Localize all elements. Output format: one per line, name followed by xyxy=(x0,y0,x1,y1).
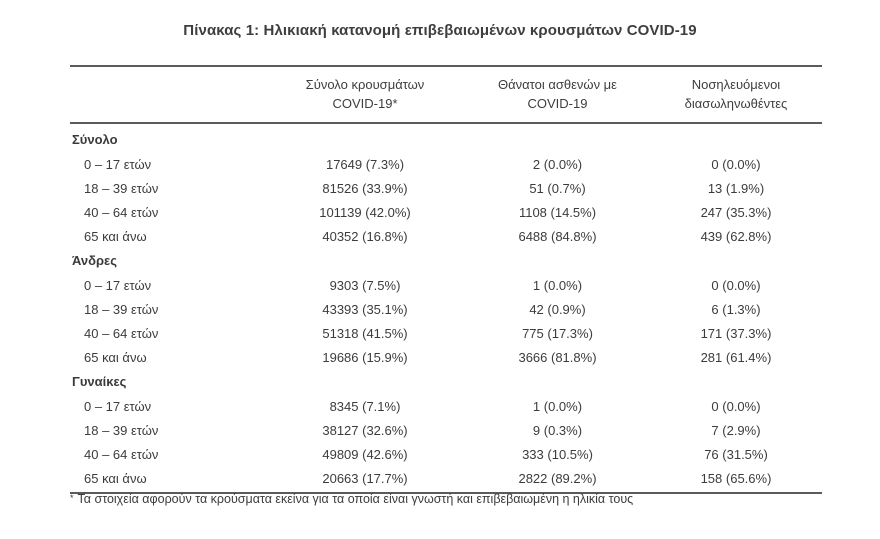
deaths-cell: 1108 (14.5%) xyxy=(518,204,597,220)
cases-cell: 8345 (7.1%) xyxy=(329,398,401,414)
table-row: 65 και άνω 19686 (15.9%) 3666 (81.8%) 28… xyxy=(70,345,822,369)
row-label: 0 – 17 ετών xyxy=(84,156,152,172)
table-row: 18 – 39 ετών 81526 (33.9%) 51 (0.7%) 13 … xyxy=(70,176,822,200)
deaths-cell: 2822 (89.2%) xyxy=(518,470,597,486)
table-footnote: * Τα στοιχεία αφορούν τα κρούσματα εκείνα… xyxy=(70,491,830,508)
intubated-cell: 158 (65.6%) xyxy=(700,470,772,486)
deaths-cell: 3666 (81.8%) xyxy=(518,349,597,365)
table-row: 65 και άνω 40352 (16.8%) 6488 (84.8%) 43… xyxy=(70,224,822,248)
table-header-row: Σύνολο κρουσμάτων COVID-19* Θάνατοι ασθε… xyxy=(70,65,822,124)
cases-cell: 9303 (7.5%) xyxy=(329,277,401,293)
cases-cell: 40352 (16.8%) xyxy=(322,228,408,244)
deaths-cell: 1 (0.0%) xyxy=(532,277,583,293)
row-label: 65 και άνω xyxy=(84,470,147,486)
section-label-women: Γυναίκες xyxy=(72,374,127,389)
cases-cell: 51318 (41.5%) xyxy=(322,325,408,341)
table-title: Πίνακας 1: Ηλικιακή κατανομή επιβεβαιωμέ… xyxy=(183,22,697,39)
header-deaths: Θάνατοι ασθενών με COVID-19 xyxy=(465,75,650,113)
intubated-cell: 6 (1.3%) xyxy=(711,301,761,317)
row-label: 65 και άνω xyxy=(84,349,147,365)
header-total-cases: Σύνολο κρουσμάτων COVID-19* xyxy=(265,75,465,113)
intubated-cell: 171 (37.3%) xyxy=(700,325,772,341)
cases-cell: 38127 (32.6%) xyxy=(322,422,408,438)
row-label: 18 – 39 ετών xyxy=(84,180,159,196)
row-label: 0 – 17 ετών xyxy=(84,398,152,414)
table-row: 18 – 39 ετών 38127 (32.6%) 9 (0.3%) 7 (2… xyxy=(70,418,822,442)
footnote-asterisk: * xyxy=(70,493,74,503)
cases-cell: 20663 (17.7%) xyxy=(322,470,408,486)
intubated-cell: 247 (35.3%) xyxy=(700,204,772,220)
cases-cell: 19686 (15.9%) xyxy=(322,349,408,365)
deaths-cell: 9 (0.3%) xyxy=(532,422,583,438)
table-row: 18 – 39 ετών 43393 (35.1%) 42 (0.9%) 6 (… xyxy=(70,297,822,321)
cases-cell: 49809 (42.6%) xyxy=(322,446,408,462)
row-label: 65 και άνω xyxy=(84,228,147,244)
row-label: 40 – 64 ετών xyxy=(84,325,159,341)
intubated-cell: 0 (0.0%) xyxy=(711,398,761,414)
intubated-cell: 0 (0.0%) xyxy=(711,156,761,172)
deaths-cell: 51 (0.7%) xyxy=(529,180,586,196)
table-row: 40 – 64 ετών 49809 (42.6%) 333 (10.5%) 7… xyxy=(70,442,822,466)
intubated-cell: 281 (61.4%) xyxy=(700,349,772,365)
cases-cell: 81526 (33.9%) xyxy=(322,180,408,196)
covid-age-distribution-table: Σύνολο κρουσμάτων COVID-19* Θάνατοι ασθε… xyxy=(70,65,822,494)
deaths-cell: 42 (0.9%) xyxy=(529,301,586,317)
row-label: 40 – 64 ετών xyxy=(84,204,159,220)
header-deaths-line1: Θάνατοι ασθενών με xyxy=(498,77,617,92)
header-deaths-line2: COVID-19 xyxy=(527,96,588,111)
intubated-cell: 7 (2.9%) xyxy=(711,422,761,438)
table-row: 0 – 17 ετών 8345 (7.1%) 1 (0.0%) 0 (0.0%… xyxy=(70,394,822,418)
cases-cell: 101139 (42.0%) xyxy=(319,204,411,220)
footnote-text: Τα στοιχεία αφορούν τα κρούσματα εκείνα … xyxy=(77,492,634,506)
cases-cell: 17649 (7.3%) xyxy=(325,156,405,172)
deaths-cell: 775 (17.3%) xyxy=(522,325,593,341)
header-total-cases-line2: COVID-19* xyxy=(332,96,398,111)
deaths-cell: 1 (0.0%) xyxy=(532,398,583,414)
deaths-cell: 2 (0.0%) xyxy=(532,156,583,172)
section-label-total: Σύνολο xyxy=(72,132,118,147)
table-row: 40 – 64 ετών 101139 (42.0%) 1108 (14.5%)… xyxy=(70,200,822,224)
intubated-cell: 76 (31.5%) xyxy=(704,446,768,462)
row-label: 18 – 39 ετών xyxy=(84,301,159,317)
table-body: Σύνολο 0 – 17 ετών 17649 (7.3%) 2 (0.0%)… xyxy=(70,124,822,494)
table-row: 0 – 17 ετών 9303 (7.5%) 1 (0.0%) 0 (0.0%… xyxy=(70,273,822,297)
intubated-cell: 0 (0.0%) xyxy=(711,277,761,293)
cases-cell: 43393 (35.1%) xyxy=(322,301,408,317)
table-row: 40 – 64 ετών 51318 (41.5%) 775 (17.3%) 1… xyxy=(70,321,822,345)
header-intubated-line1: Νοσηλευόμενοι xyxy=(691,77,781,92)
header-intubated: Νοσηλευόμενοι διασωληνωθέντες xyxy=(650,75,822,113)
header-intubated-line2: διασωληνωθέντες xyxy=(684,96,788,111)
deaths-cell: 333 (10.5%) xyxy=(522,446,593,462)
row-label: 40 – 64 ετών xyxy=(84,446,159,462)
section-label-men: Άνδρες xyxy=(72,253,117,268)
row-label: 18 – 39 ετών xyxy=(84,422,159,438)
table-row: 0 – 17 ετών 17649 (7.3%) 2 (0.0%) 0 (0.0… xyxy=(70,152,822,176)
row-label: 0 – 17 ετών xyxy=(84,277,152,293)
intubated-cell: 439 (62.8%) xyxy=(700,228,772,244)
intubated-cell: 13 (1.9%) xyxy=(707,180,765,196)
deaths-cell: 6488 (84.8%) xyxy=(518,228,597,244)
header-total-cases-line1: Σύνολο κρουσμάτων xyxy=(305,77,425,92)
table-row: 65 και άνω 20663 (17.7%) 2822 (89.2%) 15… xyxy=(70,466,822,490)
